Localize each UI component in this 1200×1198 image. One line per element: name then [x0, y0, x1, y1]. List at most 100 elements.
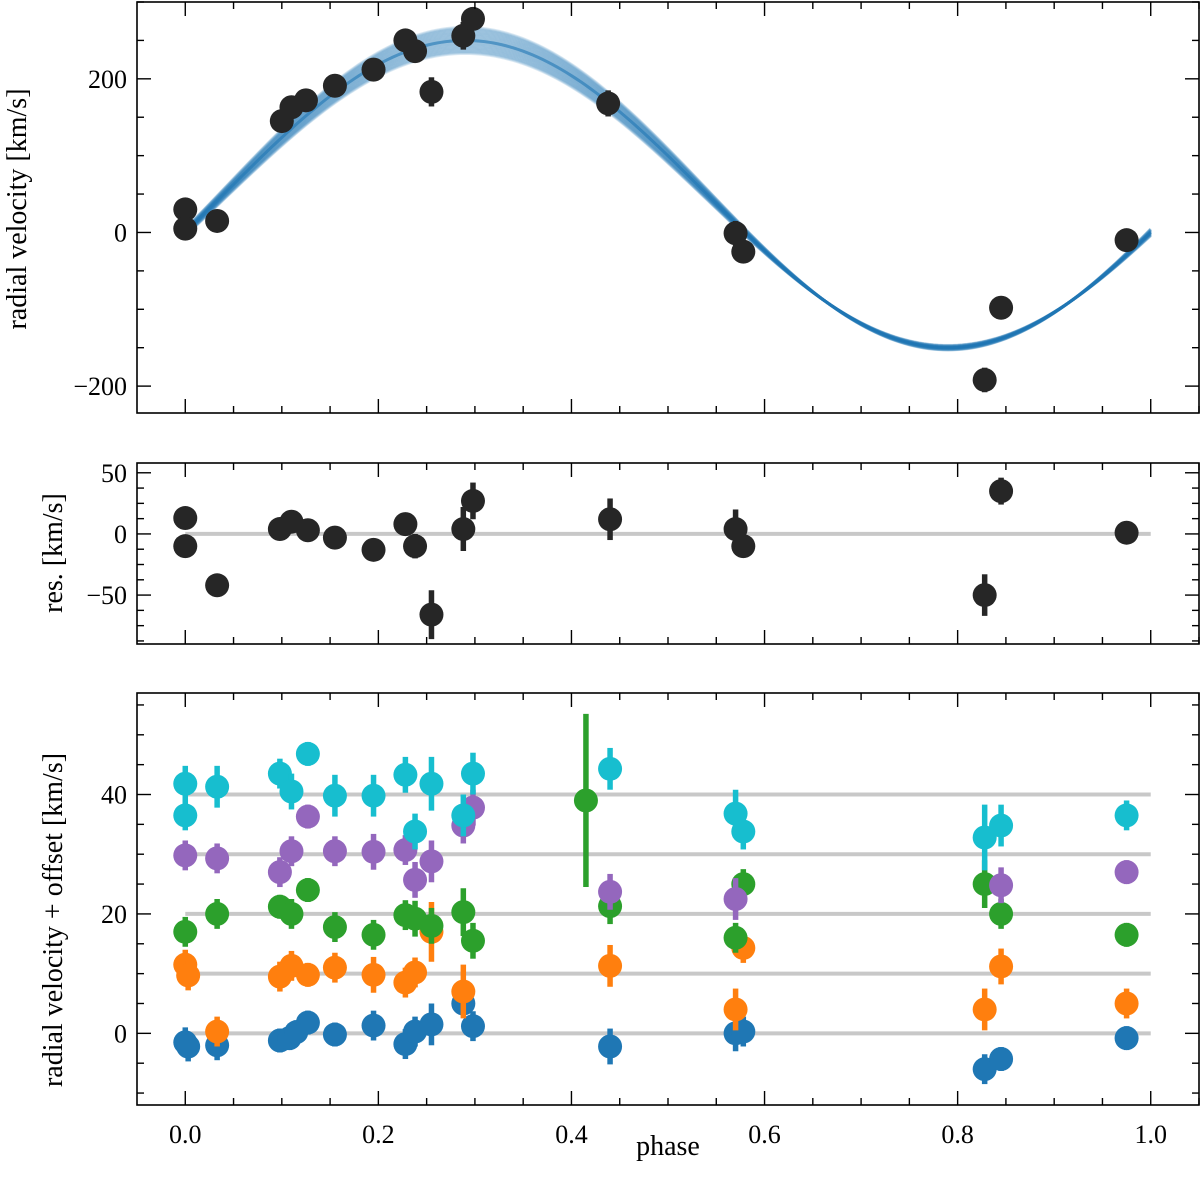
data-point	[322, 783, 347, 808]
data-point	[322, 915, 347, 940]
data-point	[173, 506, 198, 531]
y-tick-label: 0	[114, 218, 127, 247]
x-axis-label: phase	[636, 1131, 700, 1162]
data-point	[460, 488, 485, 513]
y-tick-label: 200	[88, 65, 127, 94]
data-point	[731, 239, 756, 264]
data-point	[176, 1034, 201, 1059]
data-point	[322, 525, 347, 550]
data-point	[361, 783, 386, 808]
y-tick-label: 0	[114, 520, 127, 549]
data-point	[295, 962, 320, 987]
data-point	[393, 762, 418, 787]
data-point	[1114, 228, 1139, 253]
data-point	[989, 873, 1014, 898]
y-tick-label: 20	[101, 900, 127, 929]
top-y-axis-label: radial velocity [km/s]	[2, 88, 33, 329]
data-point	[1114, 803, 1139, 828]
data-point	[361, 537, 386, 562]
data-point	[295, 518, 320, 543]
data-point	[1114, 1026, 1139, 1051]
data-point	[723, 887, 748, 911]
data-point	[419, 1012, 444, 1037]
data-point	[989, 901, 1014, 926]
model-sample-curve	[184, 25, 1152, 352]
data-point	[972, 997, 997, 1022]
data-point	[173, 534, 198, 559]
data-point	[322, 839, 347, 864]
axes-frame	[136, 462, 1200, 645]
bottom-panel: 0.0 0.2 0.4 0.6 0.8 1.0 0 20 40 radial velocity …	[38, 692, 1200, 1162]
data-point	[267, 860, 292, 885]
data-point	[293, 88, 318, 113]
axes-frame	[136, 1, 1200, 414]
data-point	[460, 928, 485, 953]
data-point	[1114, 520, 1139, 545]
data-point	[451, 803, 476, 828]
data-point	[731, 819, 756, 844]
data-point	[361, 839, 386, 864]
data-point	[295, 804, 320, 829]
data-point	[596, 91, 621, 116]
data-point	[451, 979, 476, 1004]
data-point	[403, 534, 428, 559]
data-point	[989, 295, 1014, 320]
model-sample-curve	[184, 27, 1152, 352]
x-tick-label: 0.0	[169, 1120, 202, 1149]
y-tick-label: 40	[101, 781, 127, 810]
bottom-axes: 0.0 0.2 0.4 0.6 0.8 1.0 0 20 40	[101, 692, 1200, 1149]
top-axes: −200 0 200	[73, 1, 1200, 414]
data-point	[205, 774, 230, 799]
data-point	[451, 517, 476, 542]
model-sample-curve	[184, 49, 1152, 348]
data-point	[322, 955, 347, 980]
data-point	[205, 901, 230, 926]
data-point	[460, 761, 485, 786]
data-point	[205, 1019, 230, 1044]
data-point	[972, 583, 997, 608]
data-point	[723, 997, 748, 1022]
data-point	[598, 879, 623, 904]
data-point	[279, 901, 304, 926]
x-tick-label: 0.2	[362, 1120, 395, 1149]
x-tick-label: 0.4	[555, 1120, 588, 1149]
data-point	[419, 79, 444, 104]
data-point	[419, 602, 444, 627]
data-point	[361, 962, 386, 987]
data-point	[419, 771, 444, 796]
data-point	[460, 6, 485, 31]
x-tick-label: 1.0	[1134, 1120, 1167, 1149]
model-sample-curve	[184, 50, 1152, 348]
model-sample-curve	[184, 51, 1152, 348]
data-point	[460, 1014, 485, 1039]
data-point	[173, 197, 198, 222]
data-point	[205, 208, 230, 233]
data-point	[173, 771, 198, 796]
data-point	[205, 846, 230, 871]
data-point	[419, 913, 444, 938]
data-point	[989, 479, 1014, 504]
data-point	[361, 922, 386, 947]
data-point	[295, 1010, 320, 1035]
data-point	[176, 963, 201, 988]
middle-data-points	[173, 477, 1139, 640]
top-data-points	[173, 6, 1139, 393]
data-point	[295, 878, 320, 903]
data-point	[403, 819, 428, 844]
data-point	[731, 534, 756, 559]
data-point	[451, 900, 476, 925]
data-point	[279, 839, 304, 864]
data-point	[322, 73, 347, 98]
data-point	[573, 788, 598, 813]
data-point	[322, 1022, 347, 1047]
data-point	[361, 57, 386, 82]
middle-axes: −50 0 50	[86, 459, 1200, 645]
data-point	[403, 960, 428, 985]
data-point	[1114, 991, 1139, 1016]
x-tick-label: 0.8	[941, 1120, 974, 1149]
data-point	[173, 803, 198, 828]
data-point	[393, 512, 418, 537]
top-panel: −200 0 200 radial velocity [km/s]	[2, 1, 1200, 414]
data-point	[393, 838, 418, 863]
